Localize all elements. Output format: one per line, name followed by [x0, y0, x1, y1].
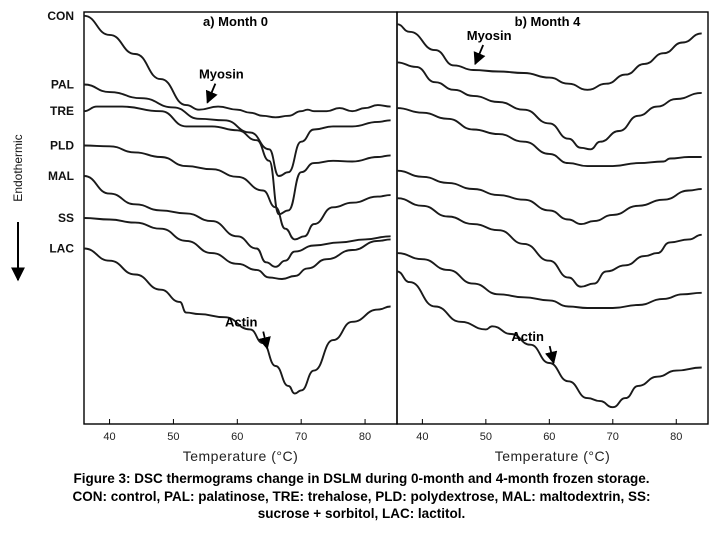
- series-line-tre-panel-1: [83, 105, 391, 216]
- panel-frame-2: [396, 11, 709, 425]
- x-tick-label: 70: [295, 431, 307, 443]
- annotation-actin-2: Actin: [511, 329, 544, 344]
- y-axis-label: Endothermic: [11, 134, 25, 201]
- caption-line-3: sucrose + sorbitol, LAC: lactitol.: [257, 506, 466, 521]
- series-label-pld: PLD: [50, 139, 74, 153]
- figure-caption: Figure 3: DSC thermograms change in DSLM…: [0, 470, 723, 523]
- annotation-myosin-1: Myosin: [199, 67, 244, 82]
- x-tick-label: 60: [543, 431, 555, 443]
- series-line-pld-panel-1: [83, 144, 391, 241]
- caption-line-2: CON: control, PAL: palatinose, TRE: treh…: [72, 488, 651, 504]
- x-tick-label: 60: [231, 431, 243, 443]
- series-line-ss-panel-1: [83, 217, 391, 280]
- series-line-tre-panel-2: [396, 107, 702, 168]
- annotation-arrow-icon: [544, 345, 558, 365]
- panel-title-2: b) Month 4: [515, 14, 581, 29]
- annotation-actin-1: Actin: [225, 315, 258, 330]
- panel-title-1: a) Month 0: [203, 14, 268, 29]
- series-line-con-panel-1: [83, 14, 391, 119]
- series-label-lac: LAC: [49, 242, 74, 256]
- x-axis-label-1: Temperature (°C): [183, 448, 299, 464]
- series-line-ss-panel-2: [396, 252, 702, 309]
- series-label-mal: MAL: [48, 169, 74, 183]
- x-tick-label: 40: [416, 431, 428, 443]
- series-line-pal-panel-1: [83, 83, 391, 177]
- annotation-arrow-icon: [258, 331, 271, 350]
- series-line-con-panel-2: [396, 23, 702, 91]
- dsc-thermogram-chart: Endothermic a) Month 0 40 50 60 70 80 Temperatu…: [11, 9, 709, 464]
- annotation-arrow-icon: [205, 83, 218, 104]
- x-axis-label-2: Temperature (°C): [495, 448, 611, 464]
- series-label-tre: TRE: [50, 104, 74, 118]
- x-tick-label: 50: [167, 431, 179, 443]
- series-label-ss: SS: [58, 211, 74, 225]
- series-line-mal-panel-2: [396, 197, 702, 288]
- series-line-lac-panel-2: [396, 270, 702, 409]
- series-line-pld-panel-2: [396, 169, 702, 226]
- series-label-con: CON: [47, 9, 74, 23]
- x-tick-label: 70: [607, 431, 619, 443]
- series-line-mal-panel-1: [83, 175, 391, 268]
- x-tick-label: 50: [480, 431, 492, 443]
- caption-line-1: Figure 3: DSC thermograms change in DSLM…: [73, 471, 650, 486]
- annotation-myosin-2: Myosin: [467, 28, 512, 43]
- series-label-pal: PAL: [51, 77, 74, 91]
- x-tick-label: 80: [359, 431, 371, 443]
- series-line-pal-panel-2: [396, 61, 702, 151]
- x-tick-label: 80: [670, 431, 682, 443]
- annotation-arrow-icon: [473, 44, 486, 66]
- x-tick-label: 40: [103, 431, 115, 443]
